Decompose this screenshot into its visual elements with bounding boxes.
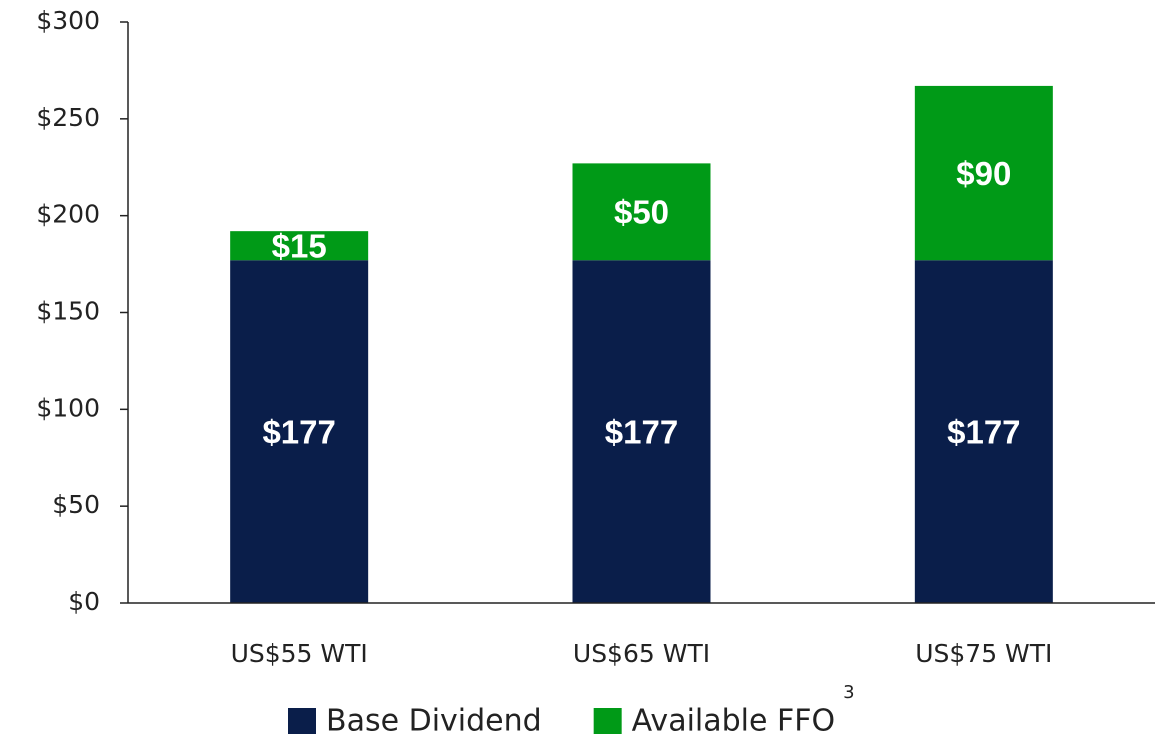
y-tick-label: $100 bbox=[36, 393, 100, 422]
y-tick-label: $50 bbox=[52, 490, 100, 519]
bar-segment bbox=[914, 260, 1053, 603]
y-tick-label: $0 bbox=[68, 587, 100, 616]
legend-label: Available FFO bbox=[632, 704, 835, 738]
legend-superscript: 3 bbox=[843, 682, 854, 703]
x-tick-label: US$55 WTI bbox=[231, 639, 368, 668]
legend-label: Base Dividend bbox=[326, 704, 542, 738]
value-label: $15 bbox=[272, 227, 327, 264]
value-label: $90 bbox=[956, 155, 1011, 192]
bar-segment bbox=[230, 231, 369, 261]
value-label: $177 bbox=[947, 413, 1020, 450]
y-tick-label: $300 bbox=[36, 6, 100, 35]
bar-segment bbox=[572, 260, 711, 603]
x-tick-label: US$65 WTI bbox=[573, 639, 710, 668]
value-label: $177 bbox=[262, 413, 335, 450]
y-tick-label: $150 bbox=[36, 297, 100, 326]
bar-segment bbox=[572, 163, 711, 261]
legend-swatch bbox=[288, 708, 316, 734]
bar-segment bbox=[914, 85, 1053, 261]
value-label: $177 bbox=[605, 413, 678, 450]
y-tick-label: $250 bbox=[36, 103, 100, 132]
value-label: $50 bbox=[614, 194, 669, 231]
x-tick-label: US$75 WTI bbox=[915, 639, 1052, 668]
legend-swatch bbox=[593, 708, 622, 734]
bar-segment bbox=[230, 260, 369, 603]
y-tick-label: $200 bbox=[36, 200, 100, 229]
